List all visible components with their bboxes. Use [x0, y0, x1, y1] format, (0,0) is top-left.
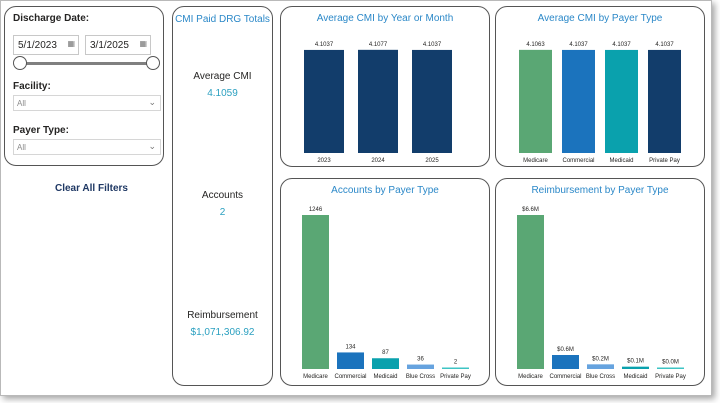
data-label: 1246 — [309, 207, 323, 213]
kpi-panel: CMI Paid DRG Totals Average CMI 4.1059 A… — [172, 6, 273, 386]
data-label: 36 — [417, 357, 424, 363]
bar-commercial[interactable] — [552, 355, 579, 369]
data-label: 4.1037 — [655, 42, 674, 48]
category-tick-label: Commercial — [334, 374, 366, 380]
category-tick-label: 2025 — [425, 158, 439, 164]
chart-title: Average CMI by Year or Month — [316, 13, 454, 24]
category-tick-label: Medicare — [303, 374, 328, 380]
data-label: 134 — [345, 344, 356, 350]
average-cmi-label: Average CMI — [193, 71, 252, 82]
category-tick-label: Medicaid — [373, 374, 397, 380]
bar-chart: 1246 Medicare 134 Commercial 87 Medicaid 36 Blu… — [302, 207, 471, 380]
bar-private-pay[interactable] — [657, 367, 684, 370]
data-label: $0.6M — [557, 347, 574, 353]
data-label: $6.6M — [522, 207, 539, 213]
start-date-value: 5/1/2023 — [18, 40, 57, 51]
category-tick-label: Medicare — [523, 158, 548, 164]
facility-dropdown[interactable]: All ⌄ — [13, 95, 161, 111]
data-label: 4.1037 — [569, 42, 588, 48]
bar-medicaid[interactable] — [372, 358, 399, 369]
facility-selected-value: All — [17, 99, 26, 108]
chevron-down-icon: ⌄ — [148, 97, 156, 107]
payer-type-dropdown[interactable]: All ⌄ — [13, 139, 161, 155]
slider-end-handle[interactable] — [146, 56, 160, 70]
data-label: 4.1037 — [612, 42, 631, 48]
bar-chart: $6.6M Medicare $0.6M Commercial $0.2M Blue Cr… — [517, 207, 686, 380]
category-tick-label: Private Pay — [440, 374, 471, 380]
accounts-label: Accounts — [201, 190, 244, 201]
category-tick-label: Medicaid — [623, 374, 647, 380]
category-tick-label: Blue Cross — [586, 374, 615, 380]
data-label: 4.1037 — [315, 42, 334, 48]
category-tick-label: 2024 — [371, 158, 385, 164]
category-tick-label: Commercial — [562, 158, 594, 164]
calendar-icon[interactable]: ▦ — [139, 39, 147, 48]
bar-medicare[interactable] — [517, 215, 544, 369]
bar-chart: 4.1063 Medicare 4.1037 Commercial 4.1037 Medi… — [519, 42, 681, 164]
payer-type-label: Payer Type: — [13, 125, 69, 136]
clear-all-filters-button[interactable]: Clear All Filters — [55, 183, 128, 194]
bar-medicare[interactable] — [302, 215, 329, 369]
bar-private-pay[interactable] — [442, 367, 469, 370]
accounts-value: 2 — [219, 207, 226, 218]
bar-medicare[interactable] — [519, 49, 552, 154]
facility-label: Facility: — [13, 81, 51, 92]
chevron-down-icon: ⌄ — [148, 141, 156, 151]
chart-reimbursement-by-payer: Reimbursement by Payer Type $6.6M Medicar… — [495, 178, 705, 386]
dashboard-frame: Discharge Date: 5/1/2023 ▦ 3/1/2025 ▦ Fa… — [0, 0, 712, 396]
payer-type-selected-value: All — [17, 143, 26, 152]
category-tick-label: Private Pay — [655, 374, 686, 380]
chart-cmi-by-year: Average CMI by Year or Month 4.1037 2023 4… — [280, 6, 490, 167]
end-date-input[interactable]: 3/1/2025 ▦ — [85, 35, 151, 55]
data-label: 2 — [454, 360, 458, 366]
bar-commercial[interactable] — [337, 352, 364, 369]
bar-private-pay[interactable] — [648, 49, 681, 153]
bar-medicaid[interactable] — [605, 49, 638, 153]
chart-accounts-by-payer: Accounts by Payer Type 1246 Medicare 134 Co… — [280, 178, 490, 386]
end-date-value: 3/1/2025 — [90, 40, 129, 51]
data-label: 87 — [382, 350, 389, 356]
reimbursement-label: Reimbursement — [187, 310, 258, 321]
data-label: 4.1077 — [369, 42, 388, 48]
bar-medicaid[interactable] — [622, 366, 649, 369]
bar-commercial[interactable] — [562, 49, 595, 153]
filter-panel: Discharge Date: 5/1/2023 ▦ 3/1/2025 ▦ Fa… — [4, 6, 164, 166]
data-label: 4.1063 — [526, 42, 545, 48]
discharge-date-label: Discharge Date: — [13, 13, 90, 24]
category-tick-label: 2023 — [317, 158, 331, 164]
average-cmi-value: 4.1059 — [207, 88, 238, 99]
bar-chart: 4.1037 2023 4.1077 2024 4.1037 2025 — [304, 42, 452, 164]
date-range-slider[interactable] — [19, 62, 155, 65]
chart-cmi-by-payer: Average CMI by Payer Type 4.1063 Medicare… — [495, 6, 705, 167]
calendar-icon[interactable]: ▦ — [67, 39, 75, 48]
data-label: $0.0M — [662, 360, 679, 366]
data-label: $0.1M — [627, 359, 644, 365]
category-tick-label: Private Pay — [649, 158, 680, 164]
bar-2025[interactable] — [412, 49, 452, 153]
data-label: $0.2M — [592, 356, 609, 362]
slider-start-handle[interactable] — [13, 56, 27, 70]
bar-2023[interactable] — [304, 49, 344, 153]
bar-blue-cross[interactable] — [587, 364, 614, 369]
bar-blue-cross[interactable] — [407, 364, 434, 369]
data-label: 4.1037 — [423, 42, 442, 48]
category-tick-label: Medicare — [518, 374, 543, 380]
reimbursement-value: $1,071,306.92 — [190, 327, 255, 338]
category-tick-label: Blue Cross — [406, 374, 435, 380]
category-tick-label: Commercial — [549, 374, 581, 380]
start-date-input[interactable]: 5/1/2023 ▦ — [13, 35, 79, 55]
bar-2024[interactable] — [358, 49, 398, 153]
chart-title: Reimbursement by Payer Type — [531, 185, 669, 196]
chart-title: Accounts by Payer Type — [331, 185, 439, 196]
category-tick-label: Medicaid — [609, 158, 633, 164]
kpi-panel-title: CMI Paid DRG Totals — [175, 14, 270, 25]
chart-title: Average CMI by Payer Type — [537, 13, 663, 24]
